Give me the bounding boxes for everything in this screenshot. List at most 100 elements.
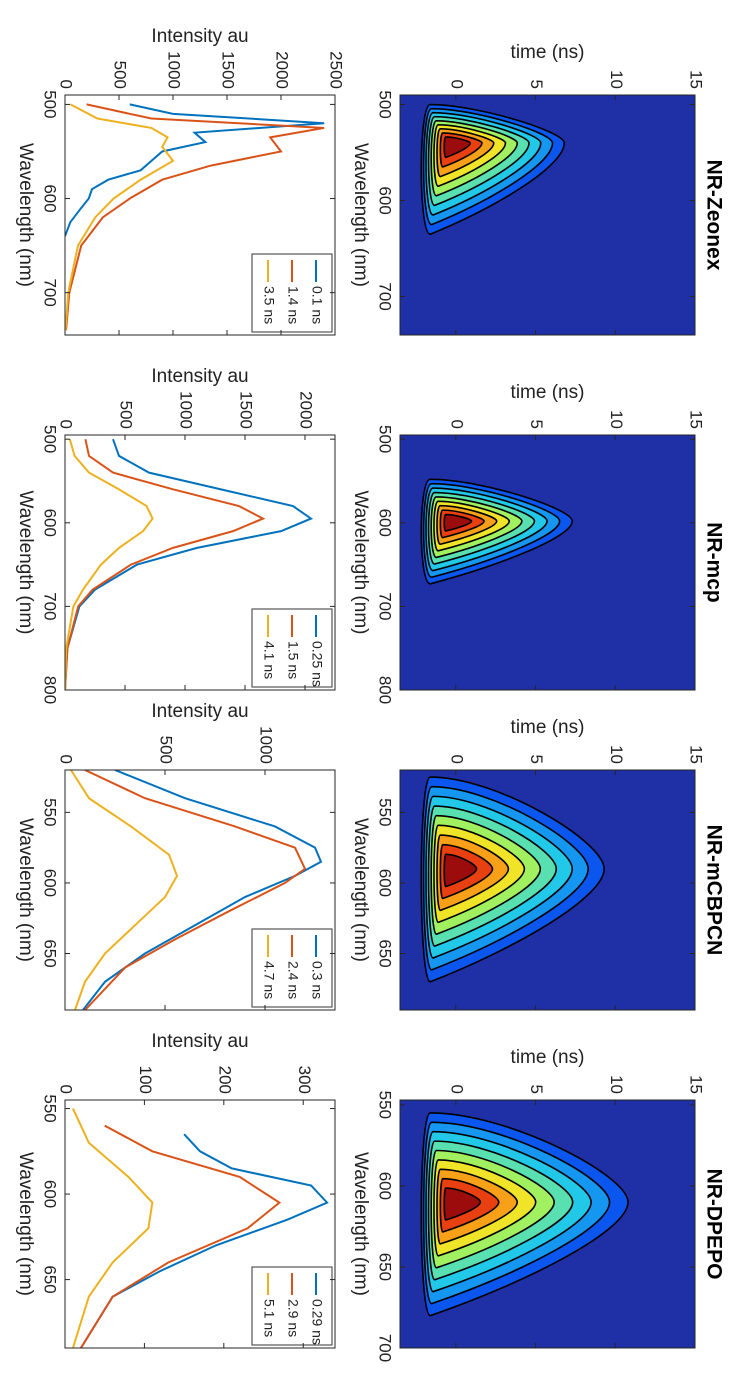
y-tick-label: 2000 <box>297 391 316 429</box>
y-tick-label: 0 <box>57 1085 76 1094</box>
x-tick-label: 600 <box>376 509 395 537</box>
y-axis-label: time (ns) <box>511 1047 585 1068</box>
spectrum-line <box>80 1133 329 1348</box>
x-tick-label: 500 <box>41 425 60 453</box>
panel-title: NR-DPEPO <box>702 1169 725 1280</box>
y-tick-label: 1000 <box>257 726 276 764</box>
y-tick-label: 500 <box>117 401 136 429</box>
legend-box <box>251 928 333 1008</box>
y-tick-label: 1500 <box>219 51 238 89</box>
contour-panel: NR-mcp 500 600 700 800 0 5 10 15 Wavelength (nm) t… <box>350 382 725 704</box>
axes-box <box>64 1099 336 1349</box>
y-tick-label: 1000 <box>165 51 184 89</box>
x-tick-label: 600 <box>41 184 60 212</box>
contours <box>420 1112 629 1317</box>
legend-label: 0.29 ns <box>309 1299 325 1345</box>
y-tick-label: 2000 <box>273 51 292 89</box>
x-axis-label: Wavelength (nm) <box>15 491 36 635</box>
lines <box>71 1108 329 1348</box>
x-tick-label: 550 <box>41 1094 60 1122</box>
contours <box>420 776 605 983</box>
x-axis-label: Wavelength (nm) <box>15 818 36 962</box>
lines <box>65 438 314 690</box>
spectrum-panel: 0.3 ns 2.4 ns 4.7 ns 550 600 650 0 500 1000 Wavel… <box>15 701 336 1011</box>
contours <box>420 478 574 585</box>
panel-title: NR-mcp <box>702 522 725 603</box>
spectrum-line <box>65 438 266 690</box>
x-tick-label: 600 <box>376 1172 395 1200</box>
y-tick-label: 1500 <box>237 391 256 429</box>
y-axis-label: time (ns) <box>511 382 585 403</box>
legend-label: 0.25 ns <box>309 641 325 687</box>
x-tick-label: 650 <box>41 939 60 967</box>
y-axis-label: time (ns) <box>511 717 585 738</box>
contour-level <box>443 513 473 532</box>
legend-label: 1.5 ns <box>285 641 301 679</box>
y-tick-label: 0 <box>447 420 466 429</box>
x-tick-label: 600 <box>41 1180 60 1208</box>
legend-label: 1.4 ns <box>285 286 301 324</box>
x-axis-label: Wavelength (nm) <box>15 143 36 287</box>
y-axis-label: Intensity au <box>151 1031 248 1052</box>
y-tick-label: 10 <box>607 70 626 89</box>
y-tick-label: 0 <box>447 755 466 764</box>
y-tick-label: 100 <box>136 1066 155 1094</box>
legend-label: 3.5 ns <box>261 286 277 324</box>
x-tick-label: 600 <box>41 869 60 897</box>
x-tick-label: 550 <box>376 1091 395 1119</box>
axes-box <box>399 434 696 691</box>
legend-box <box>251 608 333 688</box>
contour-panel: NR-DPEPO 550 600 650 700 0 5 10 15 Wavelength (nm… <box>350 1047 725 1362</box>
legend-label: 4.7 ns <box>261 961 277 999</box>
y-tick-label: 200 <box>215 1066 234 1094</box>
axes-box <box>64 769 336 1011</box>
y-tick-label: 5 <box>527 755 546 764</box>
y-tick-label: 5 <box>527 80 546 89</box>
axes-box <box>399 94 696 336</box>
y-tick-label: 15 <box>687 410 706 429</box>
y-tick-label: 500 <box>111 61 130 89</box>
y-axis-label: time (ns) <box>511 42 585 63</box>
y-axis-label: Intensity au <box>151 26 248 47</box>
legend-label: 5.1 ns <box>261 1299 277 1337</box>
y-tick-label: 10 <box>607 745 626 764</box>
spectrum-panel: 0.29 ns 2.9 ns 5.1 ns 550 600 650 0 100 200 300 Wa… <box>15 1031 336 1349</box>
y-tick-label: 1000 <box>177 391 196 429</box>
spectrum-line <box>70 770 179 1010</box>
x-tick-label: 500 <box>41 90 60 118</box>
contour-panel: NR-Zeonex 500 600 700 0 5 10 15 Wavelength (nm) t… <box>350 42 725 336</box>
x-tick-label: 700 <box>376 282 395 310</box>
y-tick-label: 15 <box>687 745 706 764</box>
contours <box>420 103 566 236</box>
x-axis-label: Wavelength (nm) <box>15 1152 36 1296</box>
spectrum-line <box>80 1124 282 1348</box>
y-tick-label: 2500 <box>327 51 346 89</box>
x-tick-label: 800 <box>376 676 395 704</box>
y-tick-label: 15 <box>687 1075 706 1094</box>
axes-box <box>399 1099 696 1349</box>
y-tick-label: 5 <box>527 420 546 429</box>
panel-title: NR-mCBPCN <box>702 825 725 956</box>
x-axis-label: Wavelength (nm) <box>350 818 371 962</box>
axes-box <box>64 434 336 691</box>
contour-level <box>443 1187 482 1221</box>
y-tick-label: 500 <box>157 736 176 764</box>
y-tick-label: 0 <box>447 1085 466 1094</box>
lines <box>70 770 323 1010</box>
x-tick-label: 650 <box>41 1265 60 1293</box>
x-tick-label: 550 <box>376 798 395 826</box>
x-tick-label: 700 <box>41 278 60 306</box>
y-tick-label: 10 <box>607 410 626 429</box>
spectrum-line <box>65 103 325 331</box>
legend-label: 2.4 ns <box>285 961 301 999</box>
y-tick-label: 300 <box>295 1066 314 1094</box>
axes-box <box>399 769 696 1011</box>
y-tick-label: 10 <box>607 1075 626 1094</box>
contour-level <box>443 136 472 159</box>
spectrum-line <box>65 103 325 237</box>
